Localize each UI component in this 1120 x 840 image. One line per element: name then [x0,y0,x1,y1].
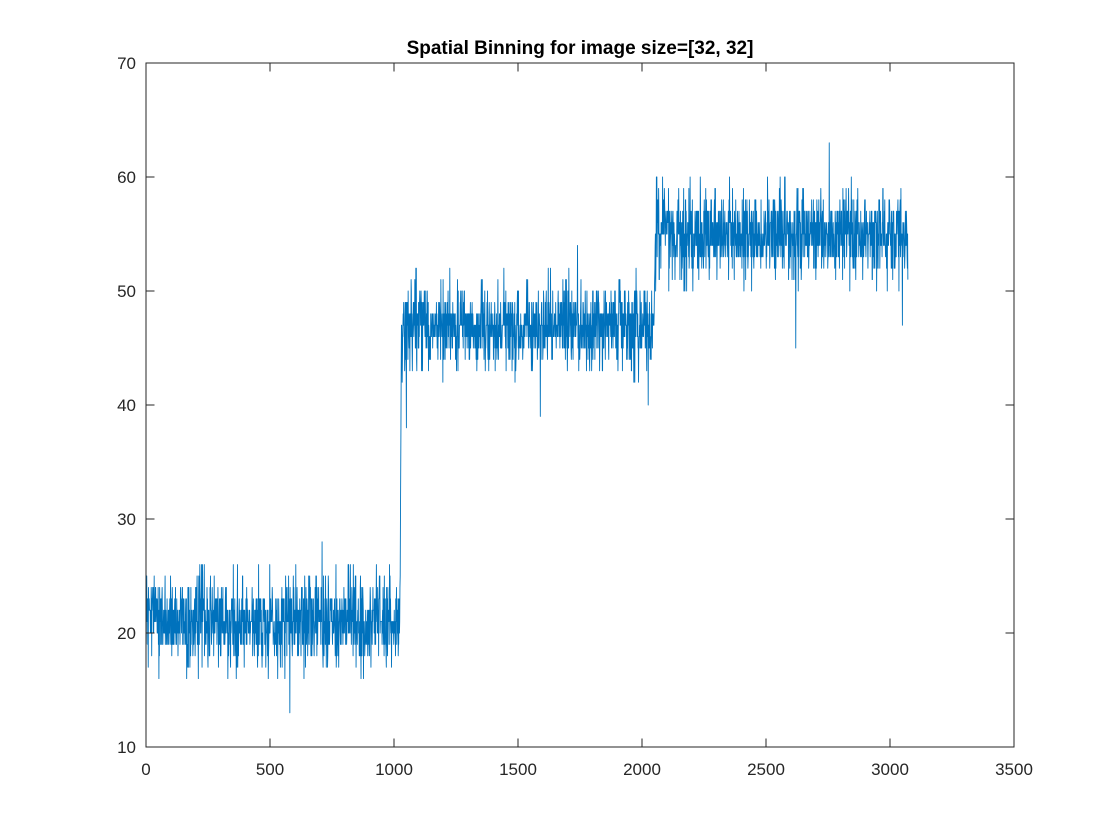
x-tick-label: 1500 [499,760,537,779]
series-line-0 [145,142,909,714]
y-tick-label: 20 [117,624,136,643]
series-layer [145,142,909,714]
x-tick-label: 3500 [995,760,1033,779]
x-tick-label: 2000 [623,760,661,779]
tick-layer: 0 500 1000 1500 2000 2500 3000 3500 10 20 30 40 50 60… [117,54,1033,779]
y-tick-label: 30 [117,510,136,529]
y-tick-label: 60 [117,168,136,187]
x-tick-label: 3000 [871,760,909,779]
x-tick-label: 500 [256,760,284,779]
x-tick-label: 2500 [747,760,785,779]
x-tick-label: 1000 [375,760,413,779]
y-tick-label: 50 [117,282,136,301]
y-tick-label: 10 [117,738,136,757]
y-tick-label: 70 [117,54,136,73]
y-tick-label: 40 [117,396,136,415]
chart-title: Spatial Binning for image size=[32, 32] [407,38,754,59]
x-tick-label: 0 [141,760,150,779]
